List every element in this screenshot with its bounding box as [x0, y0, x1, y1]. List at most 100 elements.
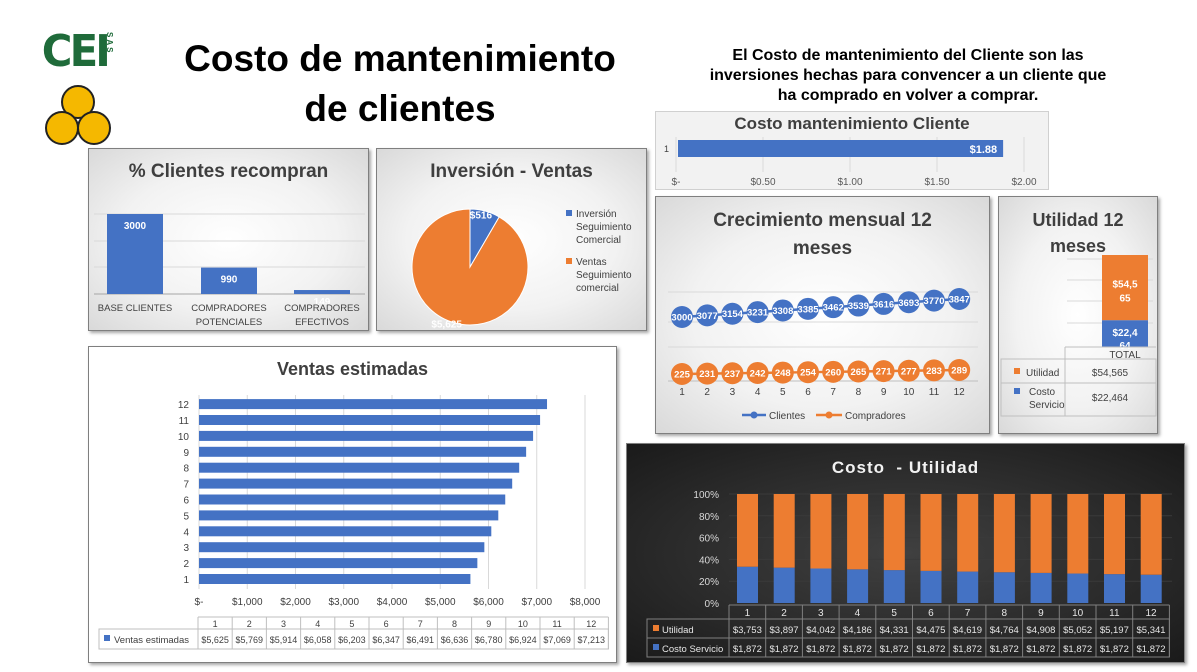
chart-title: Utilidad 12 meses — [999, 207, 1157, 259]
bar-segment — [920, 570, 942, 603]
y-tick-label: 2 — [183, 559, 189, 570]
data-label: 3000 — [124, 221, 147, 232]
data-label: $516 — [470, 211, 493, 222]
x-tick-label: $3,000 — [328, 597, 359, 608]
legend-label: Utilidad — [1026, 368, 1059, 379]
page-title-line1: Costo de mantenimiento — [184, 38, 616, 79]
table-cell: $4,042 — [806, 625, 835, 636]
x-tick-label: $0.50 — [750, 177, 775, 188]
legend-swatch — [104, 635, 110, 641]
bar — [199, 558, 478, 569]
bar-segment — [737, 566, 758, 603]
table-cell: $1,872 — [1026, 644, 1055, 655]
legend-swatch — [1014, 388, 1020, 394]
data-point — [847, 360, 870, 383]
table-header: 8 — [1001, 608, 1007, 619]
chart-title: % Clientes recompran — [128, 161, 329, 182]
chart-crecimiento-mensual: Crecimiento mensual 12 meses 3000 3077 315… — [655, 196, 990, 434]
logo-circle-right — [77, 111, 111, 145]
chart-title: Inversión - Ventas — [430, 161, 593, 182]
table-header: 4 — [855, 608, 861, 619]
x-tick-label: 5 — [780, 387, 786, 398]
table-cell: $3,753 — [733, 625, 762, 636]
chart-plot: $516 $5,625 Inversión Seguimiento Comercial V… — [411, 208, 632, 330]
data-label: $1.88 — [970, 144, 998, 156]
chart-title-line1: Crecimiento mensual 12 — [713, 210, 932, 231]
table-cell: $1,872 — [1137, 644, 1166, 655]
x-tick-label: 6 — [805, 387, 811, 398]
bar — [199, 510, 499, 521]
y-tick-label: 8 — [183, 464, 189, 475]
table-header: 11 — [552, 619, 561, 629]
bar-segment — [1030, 572, 1052, 603]
x-tick-label: 4 — [755, 387, 761, 398]
table-cell: $6,203 — [338, 635, 366, 645]
chart-title: Costo mantenimiento Cliente — [734, 114, 970, 133]
legend-label: Clientes — [769, 411, 805, 422]
data-point — [923, 359, 945, 382]
bar — [199, 415, 541, 425]
table-cell: $22,464 — [1092, 393, 1129, 404]
x-tick-label: 1 — [679, 387, 685, 398]
table-header: 5 — [349, 619, 354, 629]
table-cell: $4,764 — [990, 625, 1019, 636]
data-label: 225 — [674, 370, 691, 381]
x-tick-label: EFECTIVOS — [295, 317, 349, 328]
bar-segment — [1067, 494, 1089, 574]
table-header: 7 — [418, 619, 423, 629]
x-tick-label: $- — [195, 597, 204, 608]
bar — [201, 267, 257, 294]
bar — [199, 478, 513, 489]
chart-title-line2: meses — [792, 238, 853, 259]
bar-segment — [810, 568, 832, 603]
data-table-border — [1000, 358, 1157, 417]
data-point — [897, 291, 920, 314]
bar-segment — [1102, 320, 1148, 347]
legend-label: Utilidad — [662, 625, 694, 636]
table-header: 9 — [1038, 608, 1044, 619]
data-point — [771, 299, 794, 322]
x-tick-label: 7 — [830, 387, 836, 398]
data-point — [746, 301, 769, 324]
bar — [107, 214, 163, 294]
x-tick-label: $7,000 — [521, 597, 552, 608]
bar — [199, 399, 548, 410]
x-tick-label: COMPRADORES — [284, 303, 359, 314]
bar-segment — [920, 494, 942, 571]
x-tick-label: $- — [672, 177, 681, 188]
logo-text: CEI — [41, 26, 111, 77]
data-label: 3462 — [823, 303, 844, 314]
table-cell: $4,186 — [843, 625, 872, 636]
legend-label: Ventas — [576, 257, 607, 268]
y-tick-label: 11 — [179, 416, 190, 427]
chart-title-line2: meses — [1049, 236, 1107, 256]
bar-segment — [847, 494, 869, 570]
y-tick-label: 10 — [178, 432, 190, 443]
x-tick-label: 11 — [929, 387, 940, 398]
data-label: 3770 — [923, 296, 944, 307]
data-label: 254 — [800, 368, 817, 379]
legend-label: Ventas estimadas — [114, 635, 189, 646]
data-point — [797, 361, 819, 384]
table-cell: $1,872 — [1100, 644, 1129, 655]
chart-ventas-estimadas: Ventas estimadas $- $1,000 $2,000 $3,000 $4,… — [88, 346, 617, 663]
chart-plot: $- $0.50 $1.00 $1.50 $2.00 1 $1.88 — [664, 137, 1037, 188]
data-label: $54,5 — [1112, 280, 1137, 291]
table-cell: $6,780 — [475, 635, 503, 645]
table-header: 7 — [965, 608, 971, 619]
table-cell: $1,872 — [806, 644, 835, 655]
data-point — [771, 361, 794, 384]
y-tick-label: 3 — [183, 543, 189, 554]
data-label: 3693 — [898, 298, 919, 309]
data-label: 149 — [314, 297, 331, 308]
x-tick-label: 8 — [856, 387, 862, 398]
bar-segment — [883, 494, 905, 571]
data-label: 242 — [750, 368, 766, 379]
company-logo: CEI SAS — [38, 22, 118, 152]
chart-plot: 3000 3077 3154 3231 3308 3385 3462 3539 3616 3693… — [668, 288, 978, 422]
x-tick-label: TOTAL — [1109, 350, 1141, 361]
y-tick-label: 5 — [183, 511, 189, 522]
data-point — [923, 289, 945, 312]
data-point — [746, 361, 769, 384]
